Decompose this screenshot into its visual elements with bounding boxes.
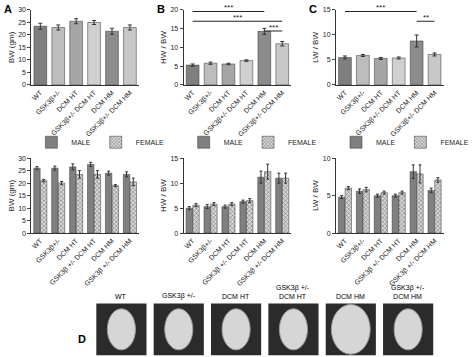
- svg-text:30: 30: [18, 155, 26, 162]
- svg-text:GSK3β +/-DCM HM: GSK3β +/-DCM HM: [391, 284, 425, 300]
- svg-text:GSK3β+/-: GSK3β+/-: [339, 89, 367, 117]
- svg-text:GSK3β +/- DCM HM: GSK3β +/- DCM HM: [83, 237, 134, 288]
- svg-text:GSK3β +/- DCM HT: GSK3β +/- DCM HT: [48, 237, 98, 287]
- svg-text:GSK3β+/- DCM HT: GSK3β+/- DCM HT: [50, 89, 99, 138]
- svg-text:***: ***: [376, 3, 385, 12]
- svg-text:10: 10: [170, 44, 178, 51]
- svg-text:0: 0: [327, 81, 331, 88]
- svg-text:GSK3β +/- DCM HM: GSK3β +/- DCM HM: [388, 237, 439, 288]
- svg-text:25: 25: [18, 167, 26, 174]
- svg-text:DCM HM: DCM HM: [90, 89, 115, 114]
- svg-text:GSK3β+/-: GSK3β+/-: [187, 237, 215, 265]
- svg-text:LW / BW: LW / BW: [312, 180, 321, 211]
- svg-text:0: 0: [327, 230, 331, 237]
- svg-text:GSK3β +/-DCM HT: GSK3β +/-DCM HT: [276, 284, 310, 300]
- svg-text:FEMALE: FEMALE: [288, 139, 316, 146]
- svg-text:C: C: [309, 3, 317, 15]
- svg-text:WT: WT: [31, 237, 44, 250]
- svg-text:5: 5: [22, 69, 26, 76]
- svg-text:WT: WT: [183, 89, 196, 102]
- svg-text:***: ***: [233, 13, 242, 22]
- svg-text:B: B: [157, 3, 165, 15]
- svg-text:GSK3β +/- DCM HM: GSK3β +/- DCM HM: [235, 237, 286, 288]
- svg-text:GSK3β+/-: GSK3β+/-: [34, 89, 62, 117]
- svg-text:0: 0: [22, 81, 26, 88]
- svg-text:5: 5: [22, 217, 26, 224]
- svg-text:DCM HM: DCM HM: [336, 293, 365, 300]
- svg-text:5: 5: [174, 63, 178, 70]
- svg-text:BW (gm): BW (gm): [7, 31, 16, 63]
- svg-text:DCM HT: DCM HT: [55, 237, 80, 262]
- svg-text:GSK3β+/- DCM HM: GSK3β+/- DCM HM: [84, 89, 133, 138]
- svg-text:D: D: [78, 333, 86, 345]
- svg-text:20: 20: [18, 180, 26, 187]
- svg-text:DCM HM: DCM HM: [395, 89, 420, 114]
- svg-text:WT: WT: [183, 237, 196, 250]
- svg-text:BW (gm): BW (gm): [7, 180, 16, 212]
- svg-text:LW / BW: LW / BW: [312, 32, 321, 63]
- svg-text:***: ***: [224, 3, 233, 12]
- svg-text:30: 30: [18, 6, 26, 13]
- svg-text:15: 15: [323, 6, 331, 13]
- svg-text:0: 0: [174, 230, 178, 237]
- svg-text:GSK3β+/- DCM HM: GSK3β+/- DCM HM: [389, 89, 438, 138]
- svg-text:20: 20: [18, 31, 26, 38]
- svg-text:GSK3β +/- DCM HT: GSK3β +/- DCM HT: [201, 237, 251, 287]
- svg-text:DCM HM: DCM HM: [395, 237, 420, 262]
- svg-text:15: 15: [170, 155, 178, 162]
- svg-text:GSK3β +/- DCM HT: GSK3β +/- DCM HT: [353, 237, 403, 287]
- svg-text:MALE: MALE: [224, 139, 243, 146]
- svg-text:DCM HT: DCM HT: [207, 89, 232, 114]
- svg-text:25: 25: [18, 19, 26, 26]
- svg-text:15: 15: [18, 192, 26, 199]
- svg-text:WT: WT: [115, 293, 127, 300]
- svg-text:0: 0: [174, 81, 178, 88]
- svg-text:DCM HM: DCM HM: [90, 237, 115, 262]
- svg-text:10: 10: [18, 205, 26, 212]
- svg-text:DCM HT: DCM HT: [360, 89, 385, 114]
- svg-text:FEMALE: FEMALE: [136, 139, 164, 146]
- svg-text:HW / BW: HW / BW: [159, 179, 168, 212]
- svg-text:15: 15: [170, 25, 178, 32]
- svg-text:DCM HM: DCM HM: [242, 89, 267, 114]
- svg-text:20: 20: [170, 6, 178, 13]
- svg-text:MALE: MALE: [71, 139, 90, 146]
- svg-text:MALE: MALE: [376, 139, 395, 146]
- svg-text:10: 10: [18, 56, 26, 63]
- svg-text:GSK3β+/-: GSK3β+/-: [187, 89, 215, 117]
- svg-text:DCM HT: DCM HT: [207, 237, 232, 262]
- svg-text:GSK3β+/- DCM HT: GSK3β+/- DCM HT: [354, 89, 403, 138]
- svg-text:WT: WT: [335, 237, 348, 250]
- svg-text:FEMALE: FEMALE: [440, 139, 468, 146]
- svg-text:DCM HT: DCM HT: [55, 89, 80, 114]
- svg-text:GSK3β+/-: GSK3β+/-: [34, 237, 62, 265]
- svg-text:5: 5: [327, 56, 331, 63]
- svg-text:HW / BW: HW / BW: [159, 31, 168, 64]
- svg-text:**: **: [423, 13, 429, 22]
- svg-text:DCM HT: DCM HT: [360, 237, 385, 262]
- svg-text:15: 15: [18, 44, 26, 51]
- svg-text:5: 5: [327, 192, 331, 199]
- svg-text:GSK3β+/- DCM HT: GSK3β+/- DCM HT: [202, 89, 251, 138]
- svg-text:WT: WT: [335, 89, 348, 102]
- svg-text:DCM HM: DCM HM: [242, 237, 267, 262]
- svg-text:***: ***: [269, 23, 278, 32]
- svg-text:GSK3β +/-: GSK3β +/-: [162, 292, 196, 300]
- svg-text:10: 10: [323, 31, 331, 38]
- svg-text:0: 0: [22, 230, 26, 237]
- svg-text:10: 10: [323, 155, 331, 162]
- svg-text:WT: WT: [31, 89, 44, 102]
- svg-text:GSK3β+/-: GSK3β+/-: [339, 237, 367, 265]
- svg-text:GSK3β+/- DCM HM: GSK3β+/- DCM HM: [237, 89, 286, 138]
- svg-text:A: A: [4, 3, 12, 15]
- svg-text:DCM HT: DCM HT: [222, 293, 250, 300]
- svg-text:10: 10: [170, 180, 178, 187]
- svg-text:5: 5: [174, 205, 178, 212]
